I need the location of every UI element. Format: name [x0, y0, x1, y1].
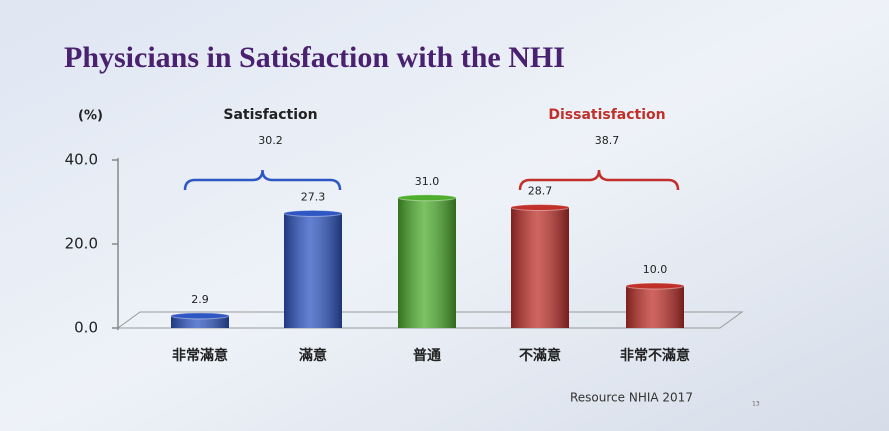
group-brace	[518, 169, 680, 191]
value-label: 2.9	[191, 293, 209, 306]
group-value: 38.7	[595, 134, 620, 147]
chart-title: Physicians in Satisfaction with the NHI	[64, 41, 565, 74]
bar-top	[283, 209, 343, 217]
source: Resource NHIA 2017	[570, 391, 693, 405]
group-brace	[183, 169, 342, 191]
value-label: 10.0	[643, 263, 668, 276]
bar-shade	[398, 197, 456, 328]
bar-shade	[284, 213, 342, 328]
y-tick-label: 20.0	[65, 235, 98, 253]
bar-top	[510, 203, 570, 211]
x-tick-label: 滿意	[298, 347, 327, 364]
bar-shade	[626, 286, 684, 328]
y-tick-label: 0.0	[74, 319, 98, 337]
bar-shade	[511, 207, 569, 328]
bar-top	[397, 194, 457, 202]
value-label: 28.7	[528, 184, 553, 197]
y-unit: (%)	[78, 109, 103, 124]
bar-top	[170, 312, 230, 320]
x-tick-label: 非常不滿意	[620, 347, 690, 364]
group-label: Dissatisfaction	[548, 107, 665, 123]
x-tick-label: 非常滿意	[172, 347, 228, 364]
value-label: 27.3	[301, 190, 326, 203]
page-number: 13	[752, 401, 760, 408]
bar-top	[625, 282, 685, 290]
y-tick-label: 40.0	[65, 151, 98, 169]
group-label: Satisfaction	[223, 107, 317, 123]
bar-shade	[171, 315, 229, 328]
x-tick-label: 不滿意	[519, 347, 561, 364]
value-label: 31.0	[415, 175, 440, 188]
x-tick-label: 普通	[413, 347, 441, 364]
group-value: 30.2	[258, 134, 283, 147]
